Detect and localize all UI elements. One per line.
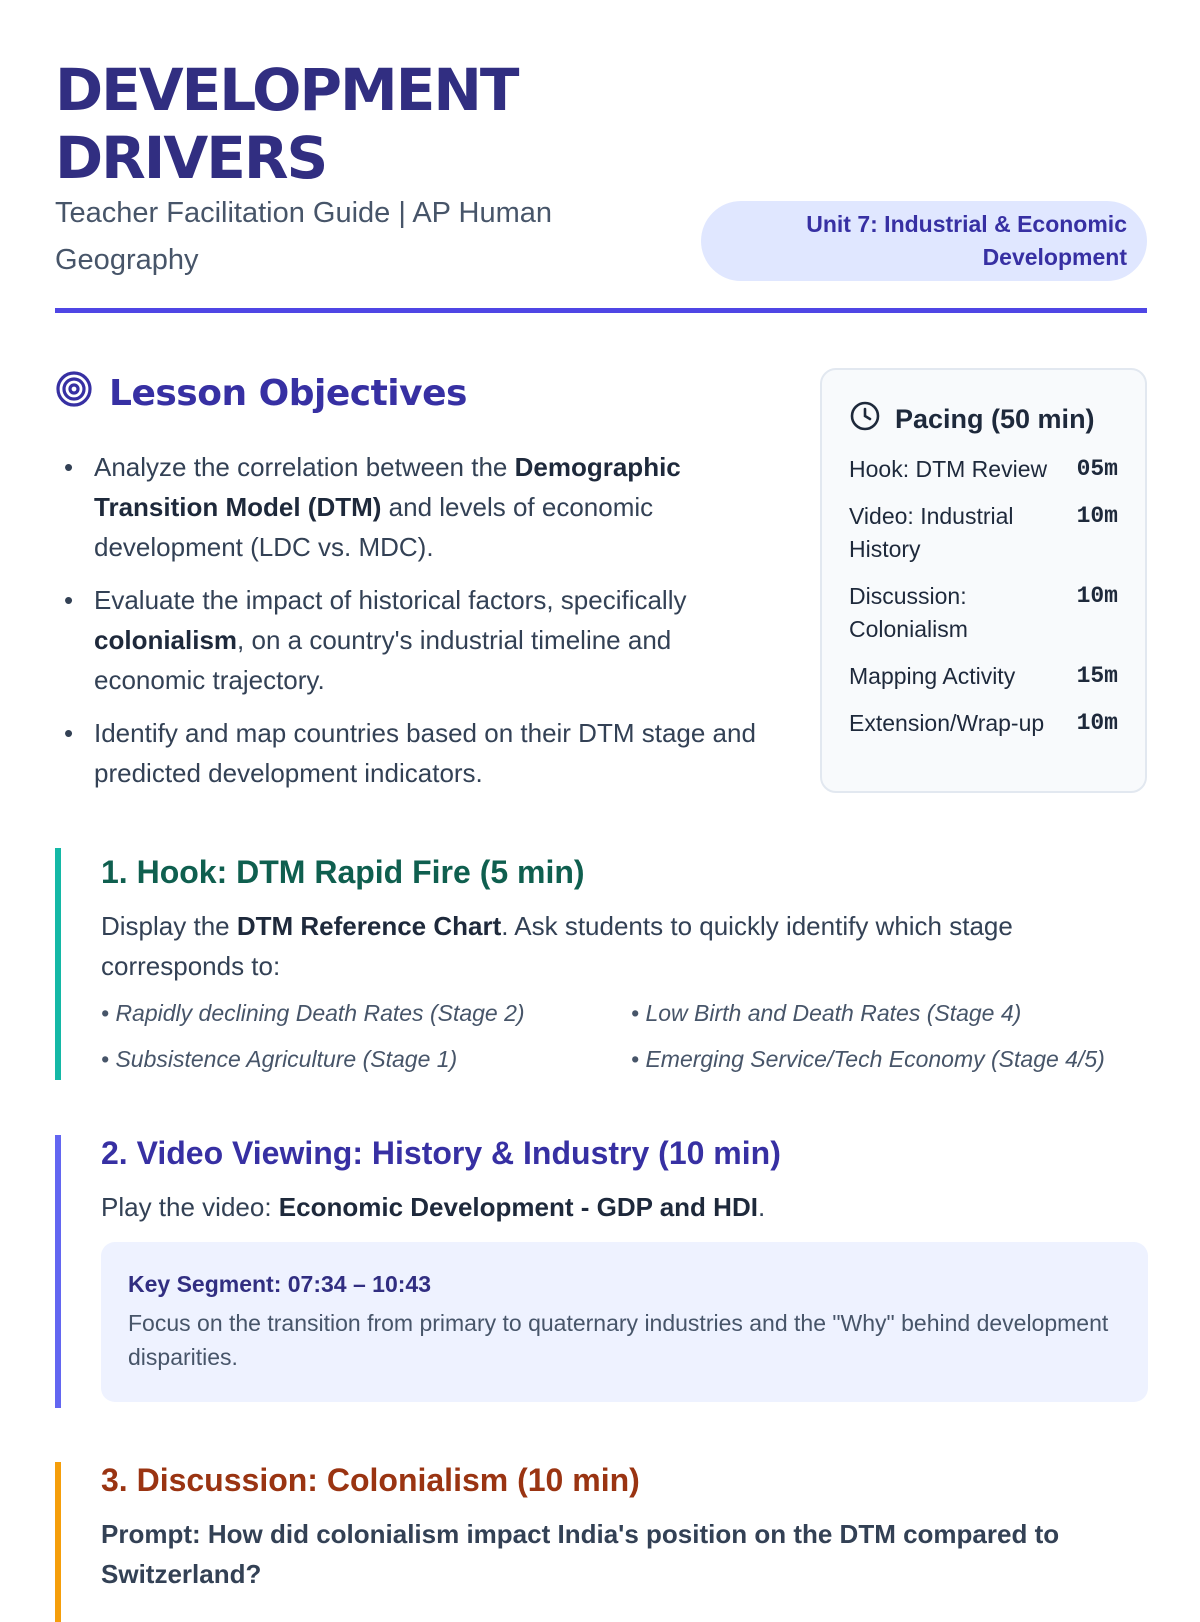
pacing-row: Discussion: Colonialism 10m <box>849 583 1118 642</box>
hook-heading: 1. Hook: DTM Rapid Fire (5 min) <box>101 854 585 890</box>
pacing-row: Video: Industrial History 10m <box>849 503 1118 562</box>
clock-icon <box>849 400 881 439</box>
objective-item: Analyze the correlation between the Demo… <box>64 447 784 567</box>
discussion-section: 3. Discussion: Colonialism (10 min) Prom… <box>55 1462 1147 1622</box>
objective-item: Identify and map countries based on thei… <box>64 713 784 793</box>
pacing-card: Pacing (50 min) Hook: DTM Review 05m Vide… <box>820 368 1147 793</box>
key-segment-box: Key Segment: 07:34 – 10:43 Focus on the … <box>101 1242 1148 1402</box>
unit-badge: Unit 7: Industrial & Economic Developmen… <box>701 201 1147 281</box>
hook-item: • Rapidly declining Death Rates (Stage 2… <box>101 1000 525 1026</box>
hook-item: • Subsistence Agriculture (Stage 1) <box>101 1046 458 1072</box>
header-divider <box>55 308 1147 313</box>
hook-text: Display the DTM Reference Chart. Ask stu… <box>101 911 1013 981</box>
hook-item: • Emerging Service/Tech Economy (Stage 4… <box>631 1046 1105 1072</box>
video-heading: 2. Video Viewing: History & Industry (10… <box>101 1135 781 1171</box>
video-text: Play the video: Economic Development - G… <box>101 1192 766 1222</box>
hook-item: • Low Birth and Death Rates (Stage 4) <box>631 1000 1022 1026</box>
hook-section: 1. Hook: DTM Rapid Fire (5 min) Display … <box>55 848 1147 1080</box>
objectives-heading: Lesson Objectives <box>55 370 467 417</box>
objectives-heading-text: Lesson Objectives <box>109 373 467 414</box>
page-title: DEVELOPMENT DRIVERS <box>55 56 519 192</box>
objective-item: Evaluate the impact of historical factor… <box>64 580 784 700</box>
pacing-row: Mapping Activity 15m <box>849 663 1118 689</box>
objectives-list: Analyze the correlation between the Demo… <box>64 447 784 806</box>
pacing-row: Hook: DTM Review 05m <box>849 456 1118 482</box>
discussion-heading: 3. Discussion: Colonialism (10 min) <box>101 1462 640 1498</box>
discussion-prompt: Prompt: How did colonialism impact India… <box>101 1519 1060 1589</box>
page-subtitle: Teacher Facilitation Guide | AP Human Ge… <box>55 197 553 276</box>
pacing-row: Extension/Wrap-up 10m <box>849 710 1118 736</box>
target-icon <box>55 370 93 417</box>
pacing-heading: Pacing (50 min) <box>849 400 1118 439</box>
video-section: 2. Video Viewing: History & Industry (10… <box>55 1135 1148 1408</box>
key-segment-text: Focus on the transition from primary to … <box>128 1310 1109 1370</box>
hook-items: • Rapidly declining Death Rates (Stage 2… <box>101 990 1147 1082</box>
key-segment-label: Key Segment: 07:34 – 10:43 <box>128 1271 431 1297</box>
